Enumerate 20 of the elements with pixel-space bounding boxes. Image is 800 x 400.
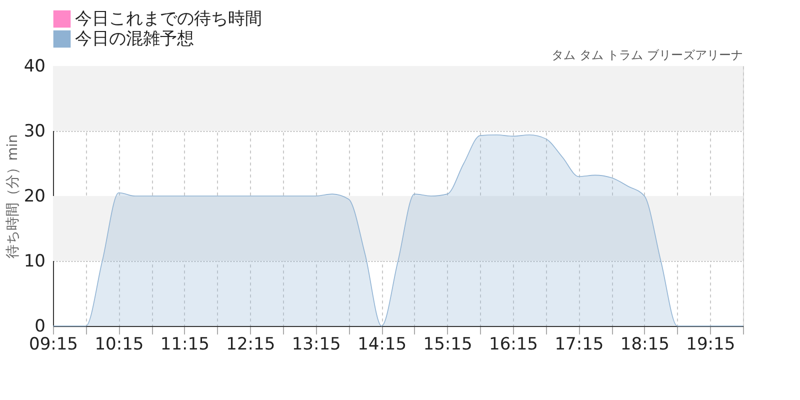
y-tick-label: 20 (24, 186, 46, 206)
chart-subtitle: タム タム トラム ブリーズアリーナ (552, 48, 743, 62)
x-tick-label: 14:15 (358, 334, 407, 354)
x-tick-label: 19:15 (686, 334, 736, 354)
legend-label: 今日これまでの待ち時間 (75, 9, 262, 29)
y-tick-label: 10 (24, 252, 46, 272)
x-tick-label: 09:15 (29, 334, 78, 354)
x-tick-label: 16:15 (489, 334, 538, 354)
y-tick-label: 0 (34, 316, 46, 336)
x-tick-label: 13:15 (292, 334, 341, 354)
x-tick-label: 15:15 (423, 334, 472, 354)
y-tick-label: 40 (24, 56, 46, 76)
x-tick-label: 11:15 (160, 334, 210, 354)
x-tick-label: 10:15 (94, 334, 144, 354)
x-tick-label: 18:15 (620, 334, 670, 354)
x-tick-label: 12:15 (226, 334, 276, 354)
y-tick-label: 30 (24, 122, 46, 142)
x-tick-label: 17:15 (554, 334, 604, 354)
legend-label: 今日の混雑予想 (75, 29, 194, 49)
y-axis-title: 待ち時間（分）min (4, 134, 21, 259)
